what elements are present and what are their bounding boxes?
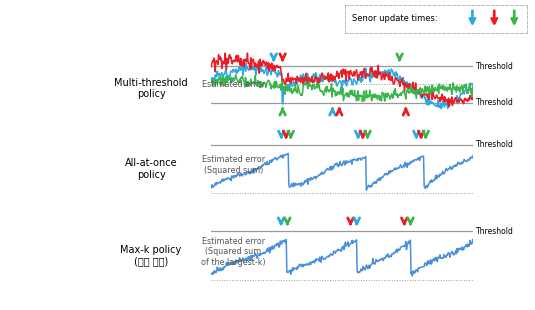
Text: Threshold: Threshold	[476, 62, 514, 71]
Text: Threshold: Threshold	[476, 140, 514, 149]
Text: Max-k policy
(제안 방법): Max-k policy (제안 방법)	[120, 245, 182, 267]
Text: Multi-threshold
policy: Multi-threshold policy	[114, 78, 188, 99]
Text: Estimated error
(Squared sum
of the largest-k): Estimated error (Squared sum of the larg…	[201, 237, 266, 267]
Text: Threshold: Threshold	[476, 227, 514, 236]
Text: Threshold: Threshold	[476, 98, 514, 107]
Text: Estimated error: Estimated error	[202, 80, 265, 89]
Text: Senor update times:: Senor update times:	[353, 14, 438, 23]
Text: All-at-once
policy: All-at-once policy	[125, 158, 177, 180]
Text: Estimated error
(Squared sum): Estimated error (Squared sum)	[202, 155, 265, 175]
